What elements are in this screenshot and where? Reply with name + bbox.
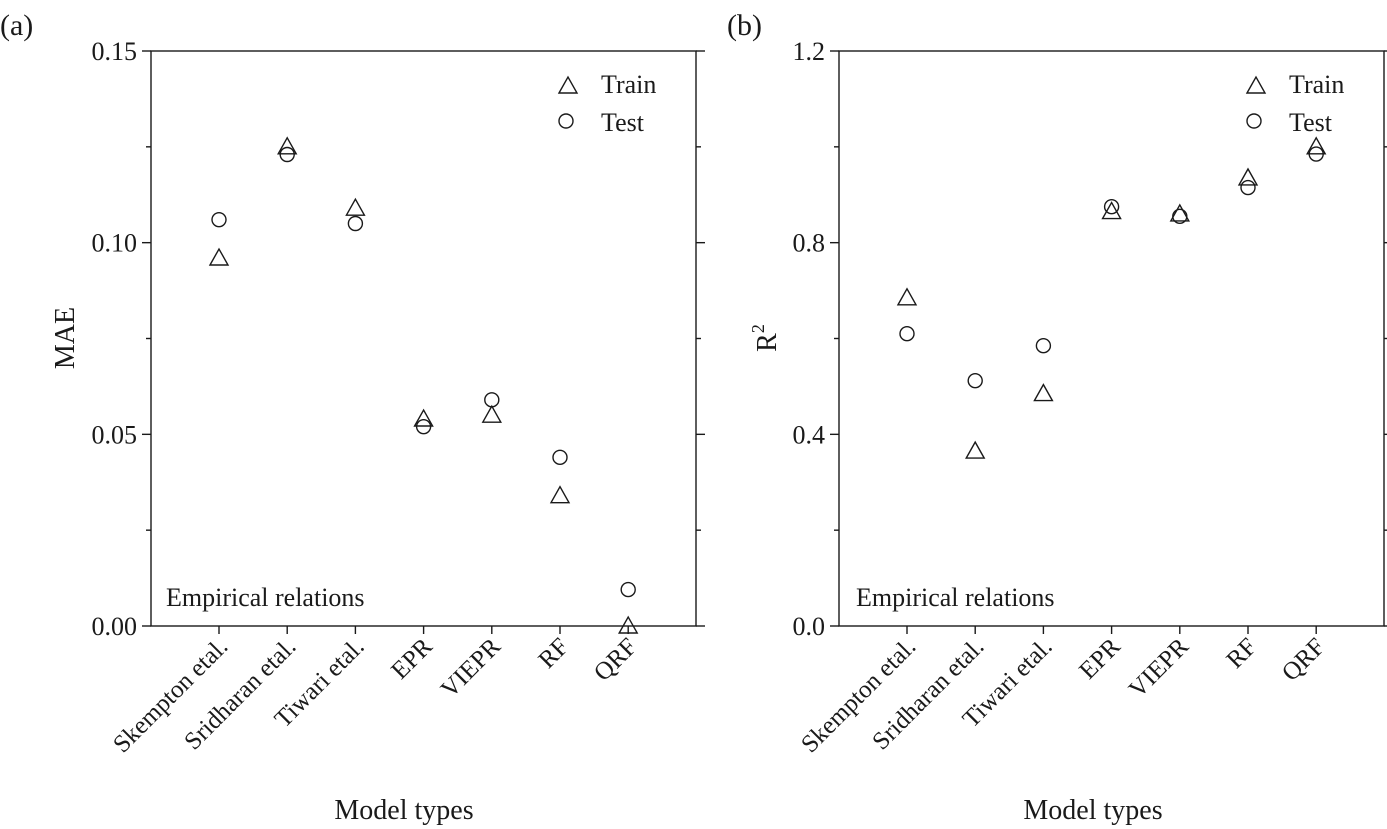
test-point: [899, 326, 915, 342]
train-point: [277, 136, 298, 155]
test-point: [620, 581, 636, 598]
panel-a-label: (a): [0, 9, 33, 42]
panel-b-y-axis-title-superscript: 2: [748, 324, 768, 333]
panel-b-y-axis: 0.0 0.4 0.8 1.2: [793, 37, 1387, 641]
train-point: [1169, 203, 1190, 222]
x-tick-label: EPR: [1074, 633, 1126, 685]
panel-b-data-marks: [896, 136, 1327, 459]
y-tick-label: 0.00: [92, 612, 138, 641]
test-point: [967, 372, 983, 389]
panel-b-plot-frame: [838, 50, 1385, 627]
panel-b-x-axis-title: Model types: [1023, 795, 1162, 826]
y-tick-label: 1.2: [793, 37, 826, 66]
test-point: [552, 449, 568, 466]
train-point: [345, 197, 366, 216]
x-tick-label: Skempton etal.: [108, 633, 233, 758]
x-tick-label: EPR: [386, 633, 438, 685]
panel-a-plot-frame: [150, 50, 697, 627]
panel-a-x-axis: Skempton etal.Sridharan etal.Tiwari etal…: [108, 626, 642, 758]
x-tick-label: QRF: [1277, 633, 1330, 686]
legend-train-triangle-icon: [557, 75, 579, 94]
test-point: [415, 418, 432, 435]
panel-b-legend: Train Test: [1245, 70, 1344, 137]
train-point: [1033, 383, 1054, 402]
train-point: [1306, 136, 1327, 155]
x-tick-label: VIEPR: [1124, 633, 1194, 703]
legend-train-label: Train: [601, 70, 656, 99]
test-point: [211, 211, 227, 228]
y-tick-label: 0.8: [793, 229, 826, 258]
train-point: [1237, 167, 1259, 186]
y-tick-label: 0.15: [92, 37, 138, 66]
x-tick-label: Skempton etal.: [796, 633, 921, 758]
legend-test-label: Test: [1289, 108, 1333, 137]
train-point: [549, 485, 571, 504]
test-point: [484, 392, 500, 408]
train-point: [208, 247, 230, 266]
panel-a-legend: Train Test: [557, 70, 656, 137]
panel-b-label: (b): [727, 9, 762, 42]
test-point: [347, 215, 364, 232]
x-tick-label: RF: [534, 633, 575, 674]
test-point: [1103, 199, 1120, 215]
panel-a-data-marks: [208, 136, 639, 634]
legend-train-label: Train: [1289, 70, 1344, 99]
panel-b-x-axis: Skempton etal.Sridharan etal.Tiwari etal…: [796, 626, 1330, 758]
y-tick-label: 0.4: [793, 420, 826, 449]
panel-b-y-axis-title: R2: [748, 324, 783, 352]
panel-a-annotation: Empirical relations: [166, 583, 365, 612]
test-point: [1172, 208, 1188, 225]
train-point: [481, 404, 502, 423]
train-point: [413, 408, 434, 427]
train-point: [1101, 201, 1122, 220]
test-point: [1035, 337, 1052, 354]
test-point: [279, 146, 295, 163]
legend-test-circle-icon: [1246, 113, 1262, 129]
panel-b: (b) 0.0 0.4 0.8 1.2 Skempton etal.Sridharan…: [727, 9, 1387, 826]
y-tick-label: 0.0: [793, 612, 826, 641]
panel-a-y-axis: 0.00 0.05 0.10 0.15: [92, 37, 705, 641]
panel-b-annotation: Empirical relations: [856, 583, 1055, 612]
panel-a: (a) 0.00 0.05 0.10 0.15 Skempton etal.Sridh…: [0, 9, 705, 826]
test-point: [1308, 146, 1324, 162]
train-point: [618, 615, 639, 634]
y-tick-label: 0.05: [92, 420, 138, 449]
x-tick-label: QRF: [589, 633, 642, 686]
y-tick-label: 0.10: [92, 229, 138, 258]
legend-test-circle-icon: [558, 113, 574, 129]
x-tick-label: VIEPR: [436, 633, 506, 703]
panel-a-x-axis-title: Model types: [334, 795, 473, 826]
train-point: [965, 440, 986, 459]
legend-test-label: Test: [601, 108, 645, 137]
test-point: [1240, 179, 1256, 196]
panel-a-y-axis-title: MAE: [50, 307, 81, 369]
legend-train-triangle-icon: [1245, 75, 1267, 94]
train-point: [896, 287, 918, 306]
x-tick-label: RF: [1222, 633, 1263, 674]
panel-b-y-axis-title-base: R: [752, 333, 783, 352]
